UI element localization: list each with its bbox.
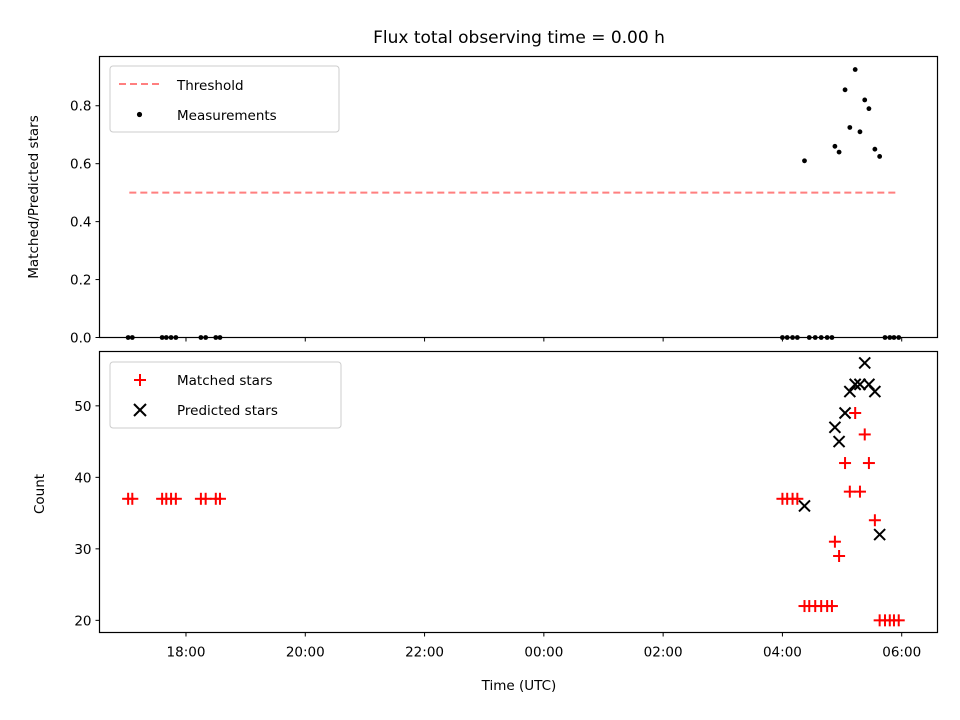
- ratio-legend: Threshold Measurements: [109, 65, 340, 133]
- predicted-star-point: [868, 385, 882, 398]
- measurement-point: [862, 97, 868, 103]
- predicted-star-point: [858, 356, 871, 370]
- matched-star-point: [126, 492, 139, 505]
- ratio-plot-frame: [98, 55, 939, 339]
- predicted-star-point: [838, 406, 852, 420]
- count-plot-frame: [98, 350, 939, 634]
- x-tick-label: 04:00: [763, 645, 802, 661]
- count-y-axis-label: Count: [32, 474, 48, 514]
- matched-star-point: [828, 535, 841, 548]
- panel-ratio: Flux total observing time = 0.00 h Match…: [26, 28, 939, 347]
- y-tick-label: 20: [74, 613, 91, 629]
- predicted-star-point: [873, 528, 886, 541]
- y-tick-label: 0.6: [70, 157, 91, 173]
- x-tick-label: 00:00: [524, 645, 563, 661]
- matched-star-point: [839, 457, 852, 470]
- ratio-legend-box: [109, 65, 340, 133]
- legend-measurements-marker: [136, 111, 143, 118]
- x-tick-label: 20:00: [286, 645, 325, 661]
- measurement-point: [847, 125, 853, 130]
- matched-star-point: [858, 428, 871, 441]
- matched-star-point: [892, 614, 905, 627]
- predicted-star-point: [843, 385, 857, 398]
- y-tick-label: 50: [74, 399, 91, 415]
- x-tick-label: 22:00: [405, 645, 444, 661]
- count-legend: Matched stars Predicted stars: [109, 361, 342, 429]
- measurement-point: [857, 129, 863, 135]
- ratio-y-ticks: 0.0 0.2 0.4 0.6 0.8: [70, 99, 100, 347]
- matched-star-point: [868, 514, 881, 527]
- y-tick-label: 40: [74, 470, 91, 486]
- ratio-y-axis-label: Matched/Predicted stars: [26, 115, 42, 278]
- predicted-star-point: [832, 435, 846, 448]
- count-x-ticks: 18:00 20:00 22:00 00:00 02:00 04:00 06:00: [167, 632, 921, 661]
- panel-counts: Count Time (UTC) 20 30 40 50 18:00 20:00 22:0…: [32, 350, 939, 694]
- legend-predicted-label: Predicted stars: [177, 403, 278, 419]
- matched-star-point: [199, 492, 212, 505]
- x-tick-label: 06:00: [882, 645, 921, 661]
- y-tick-label: 0.8: [70, 99, 91, 115]
- measurement-point: [852, 67, 858, 72]
- legend-matched-label: Matched stars: [177, 373, 273, 389]
- matched-star-point: [825, 600, 838, 613]
- count-legend-box: [109, 361, 342, 429]
- count-y-ticks: 20 30 40 50: [74, 399, 100, 629]
- measurement-point: [872, 146, 878, 152]
- x-axis-label: Time (UTC): [481, 678, 557, 694]
- x-tick-label: 18:00: [167, 645, 206, 661]
- predicted-star-point: [798, 499, 811, 513]
- measurement-point: [866, 106, 872, 112]
- predicted-star-point: [828, 421, 842, 434]
- measurement-point: [832, 143, 838, 149]
- matched-star-point: [853, 485, 866, 498]
- matched-star-points: [122, 406, 905, 627]
- matched-star-point: [833, 549, 846, 562]
- matched-star-point: [169, 492, 182, 505]
- y-tick-label: 0.0: [70, 331, 91, 347]
- y-tick-label: 30: [74, 542, 91, 558]
- predicted-star-point: [848, 378, 862, 391]
- y-tick-label: 0.4: [70, 215, 91, 231]
- measurement-point: [877, 154, 883, 159]
- matched-star-point: [213, 492, 226, 505]
- legend-matched-marker: [134, 374, 146, 386]
- matched-star-point: [862, 457, 875, 470]
- chart-title: Flux total observing time = 0.00 h: [373, 28, 665, 48]
- matched-star-point: [843, 485, 856, 498]
- legend-predicted-marker: [133, 403, 147, 417]
- legend-measurements-label: Measurements: [177, 108, 277, 124]
- x-tick-label: 02:00: [644, 645, 683, 661]
- y-tick-label: 0.2: [70, 273, 91, 289]
- measurement-point: [842, 87, 848, 93]
- matched-star-point: [791, 492, 804, 505]
- predicted-star-points: [798, 356, 886, 541]
- matched-star-point: [849, 406, 862, 419]
- legend-threshold-label: Threshold: [176, 78, 244, 94]
- measurement-point: [836, 149, 842, 155]
- measurement-point: [802, 158, 807, 164]
- predicted-star-point: [853, 378, 867, 391]
